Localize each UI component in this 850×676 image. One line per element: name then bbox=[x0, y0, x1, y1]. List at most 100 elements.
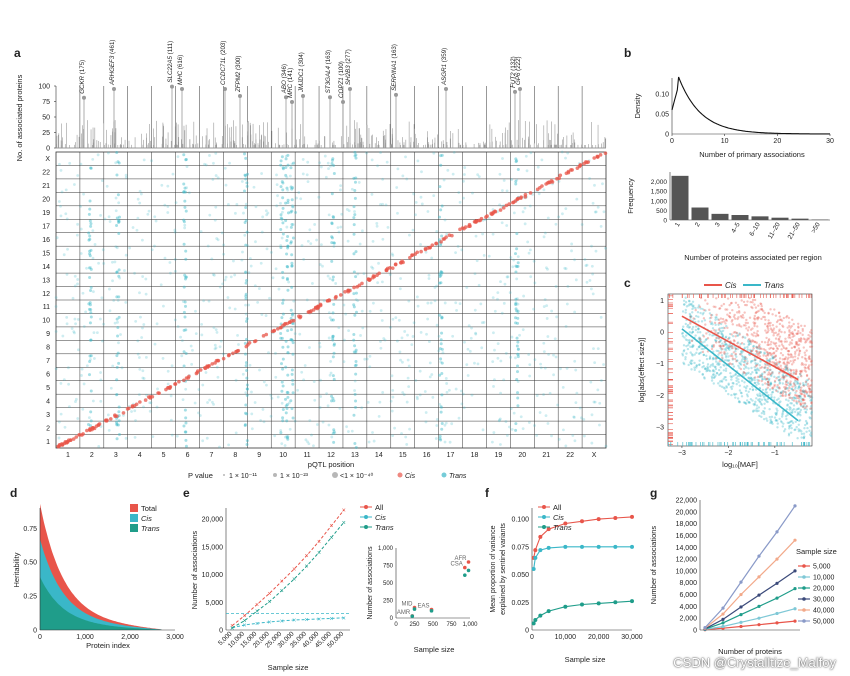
c-cis-dot bbox=[784, 366, 787, 369]
c-trans-dot bbox=[773, 355, 776, 359]
c-trans-dot bbox=[769, 421, 772, 425]
a-trans-dot bbox=[234, 211, 237, 215]
a-trans-dot bbox=[182, 182, 186, 186]
a-trans-dot bbox=[76, 318, 80, 321]
c-trans-dot bbox=[796, 437, 799, 440]
a-cis-dot bbox=[231, 351, 235, 356]
a-trans-dot bbox=[596, 205, 600, 209]
e-inset-label: AMR bbox=[397, 610, 411, 616]
c-cis-dot bbox=[730, 345, 733, 348]
c-cis-dot bbox=[772, 327, 776, 330]
c-trans-dot bbox=[769, 373, 773, 376]
c-cis-dot bbox=[787, 361, 791, 365]
a-trans-dot bbox=[353, 344, 357, 348]
a-cis-dot bbox=[186, 376, 191, 380]
a-trans-dot bbox=[407, 299, 411, 303]
c-trans-dot bbox=[699, 311, 702, 315]
c-cis-dot bbox=[757, 379, 761, 382]
a-trans-dot bbox=[379, 151, 382, 154]
c-trans-dot bbox=[736, 334, 739, 337]
a-ytick-7: 7 bbox=[46, 358, 50, 365]
c-cis-dot bbox=[802, 346, 805, 349]
c-cis-dot bbox=[749, 328, 753, 331]
a-trans-dot bbox=[589, 380, 593, 384]
a-ytick-6: 6 bbox=[46, 372, 50, 379]
c-trans-dot bbox=[721, 329, 725, 332]
c-cis-dot bbox=[779, 318, 783, 321]
c-cis-dot bbox=[787, 389, 790, 392]
a-trans-dot bbox=[573, 310, 577, 314]
a-trans-dot bbox=[291, 352, 295, 356]
c-cis-dot bbox=[766, 354, 770, 357]
c-trans-dot bbox=[768, 365, 772, 368]
c-cis-dot bbox=[718, 344, 721, 348]
c-trans-dot bbox=[765, 400, 768, 403]
a-trans-dot bbox=[566, 151, 570, 155]
b-freq-ylabel: Frequency bbox=[626, 178, 635, 214]
c-trans-dot bbox=[809, 405, 813, 408]
a-trans-dot bbox=[332, 241, 336, 245]
c-trans-dot bbox=[755, 370, 758, 373]
c-trans-dot bbox=[743, 361, 746, 364]
g-line bbox=[704, 588, 796, 630]
a-trans-dot bbox=[439, 438, 443, 442]
c-trans-dot bbox=[737, 400, 741, 404]
c-trans-dot bbox=[711, 376, 714, 380]
a-trans-dot bbox=[379, 346, 383, 350]
a-trans-dot bbox=[279, 216, 283, 220]
d-total-area bbox=[40, 503, 162, 630]
a-trans-dot bbox=[102, 322, 106, 326]
c-trans-dot bbox=[697, 306, 700, 309]
c-cis-dot bbox=[768, 347, 771, 350]
a-trans-dot bbox=[330, 236, 334, 240]
c-trans-dot bbox=[805, 408, 809, 411]
c-trans-dot bbox=[716, 318, 719, 321]
c-trans-dot bbox=[701, 341, 704, 344]
c-cis-dot bbox=[720, 351, 723, 354]
c-trans-dot bbox=[711, 356, 715, 360]
c-trans-dot bbox=[744, 401, 747, 405]
a-trans-dot bbox=[365, 151, 368, 155]
a-gene-marker bbox=[328, 95, 332, 100]
c-cis-dot bbox=[726, 297, 730, 300]
a-trans-dot bbox=[281, 407, 285, 411]
a-trans-dot bbox=[491, 296, 495, 300]
c-trans-dot bbox=[784, 368, 787, 372]
b-freq-bar bbox=[771, 217, 789, 220]
a-trans-dot bbox=[88, 301, 92, 305]
c-trans-dot bbox=[681, 332, 684, 335]
c-cis-dot bbox=[796, 332, 799, 336]
c-trans-dot bbox=[747, 343, 751, 346]
c-trans-dot bbox=[758, 347, 761, 351]
c-trans-dot bbox=[751, 410, 755, 413]
a-trans-dot bbox=[234, 431, 238, 435]
a-trans-dot bbox=[138, 189, 142, 193]
e-point-all: × bbox=[280, 579, 284, 586]
c-cis-dot bbox=[801, 402, 805, 405]
a-trans-dot bbox=[390, 409, 394, 413]
a-trans-dot bbox=[115, 173, 119, 177]
c-trans-dot bbox=[723, 387, 726, 390]
a-trans-dot bbox=[285, 419, 289, 423]
a-trans-dot bbox=[596, 388, 600, 392]
a-trans-dot bbox=[218, 445, 221, 449]
c-cis-dot bbox=[785, 379, 789, 382]
a-trans-dot bbox=[122, 413, 125, 417]
c-cis-dot bbox=[735, 324, 739, 327]
c-trans-dot bbox=[720, 385, 724, 388]
c-cis-dot bbox=[730, 301, 733, 305]
a-ytick-4: 4 bbox=[46, 398, 50, 405]
c-trans-dot bbox=[765, 417, 768, 420]
c-cis-dot bbox=[766, 383, 770, 387]
c-trans-dot bbox=[727, 383, 730, 386]
a-trans-dot bbox=[75, 233, 79, 237]
f-legend-marker bbox=[542, 525, 546, 529]
c-cis-dot bbox=[737, 316, 740, 319]
c-trans-dot bbox=[793, 381, 796, 385]
a-trans-dot bbox=[286, 391, 290, 395]
c-trans-dot bbox=[718, 340, 721, 344]
a-trans-dot bbox=[554, 285, 558, 288]
c-trans-dot bbox=[795, 425, 798, 429]
c-trans-dot bbox=[755, 407, 759, 410]
c-cis-dot bbox=[722, 344, 725, 348]
